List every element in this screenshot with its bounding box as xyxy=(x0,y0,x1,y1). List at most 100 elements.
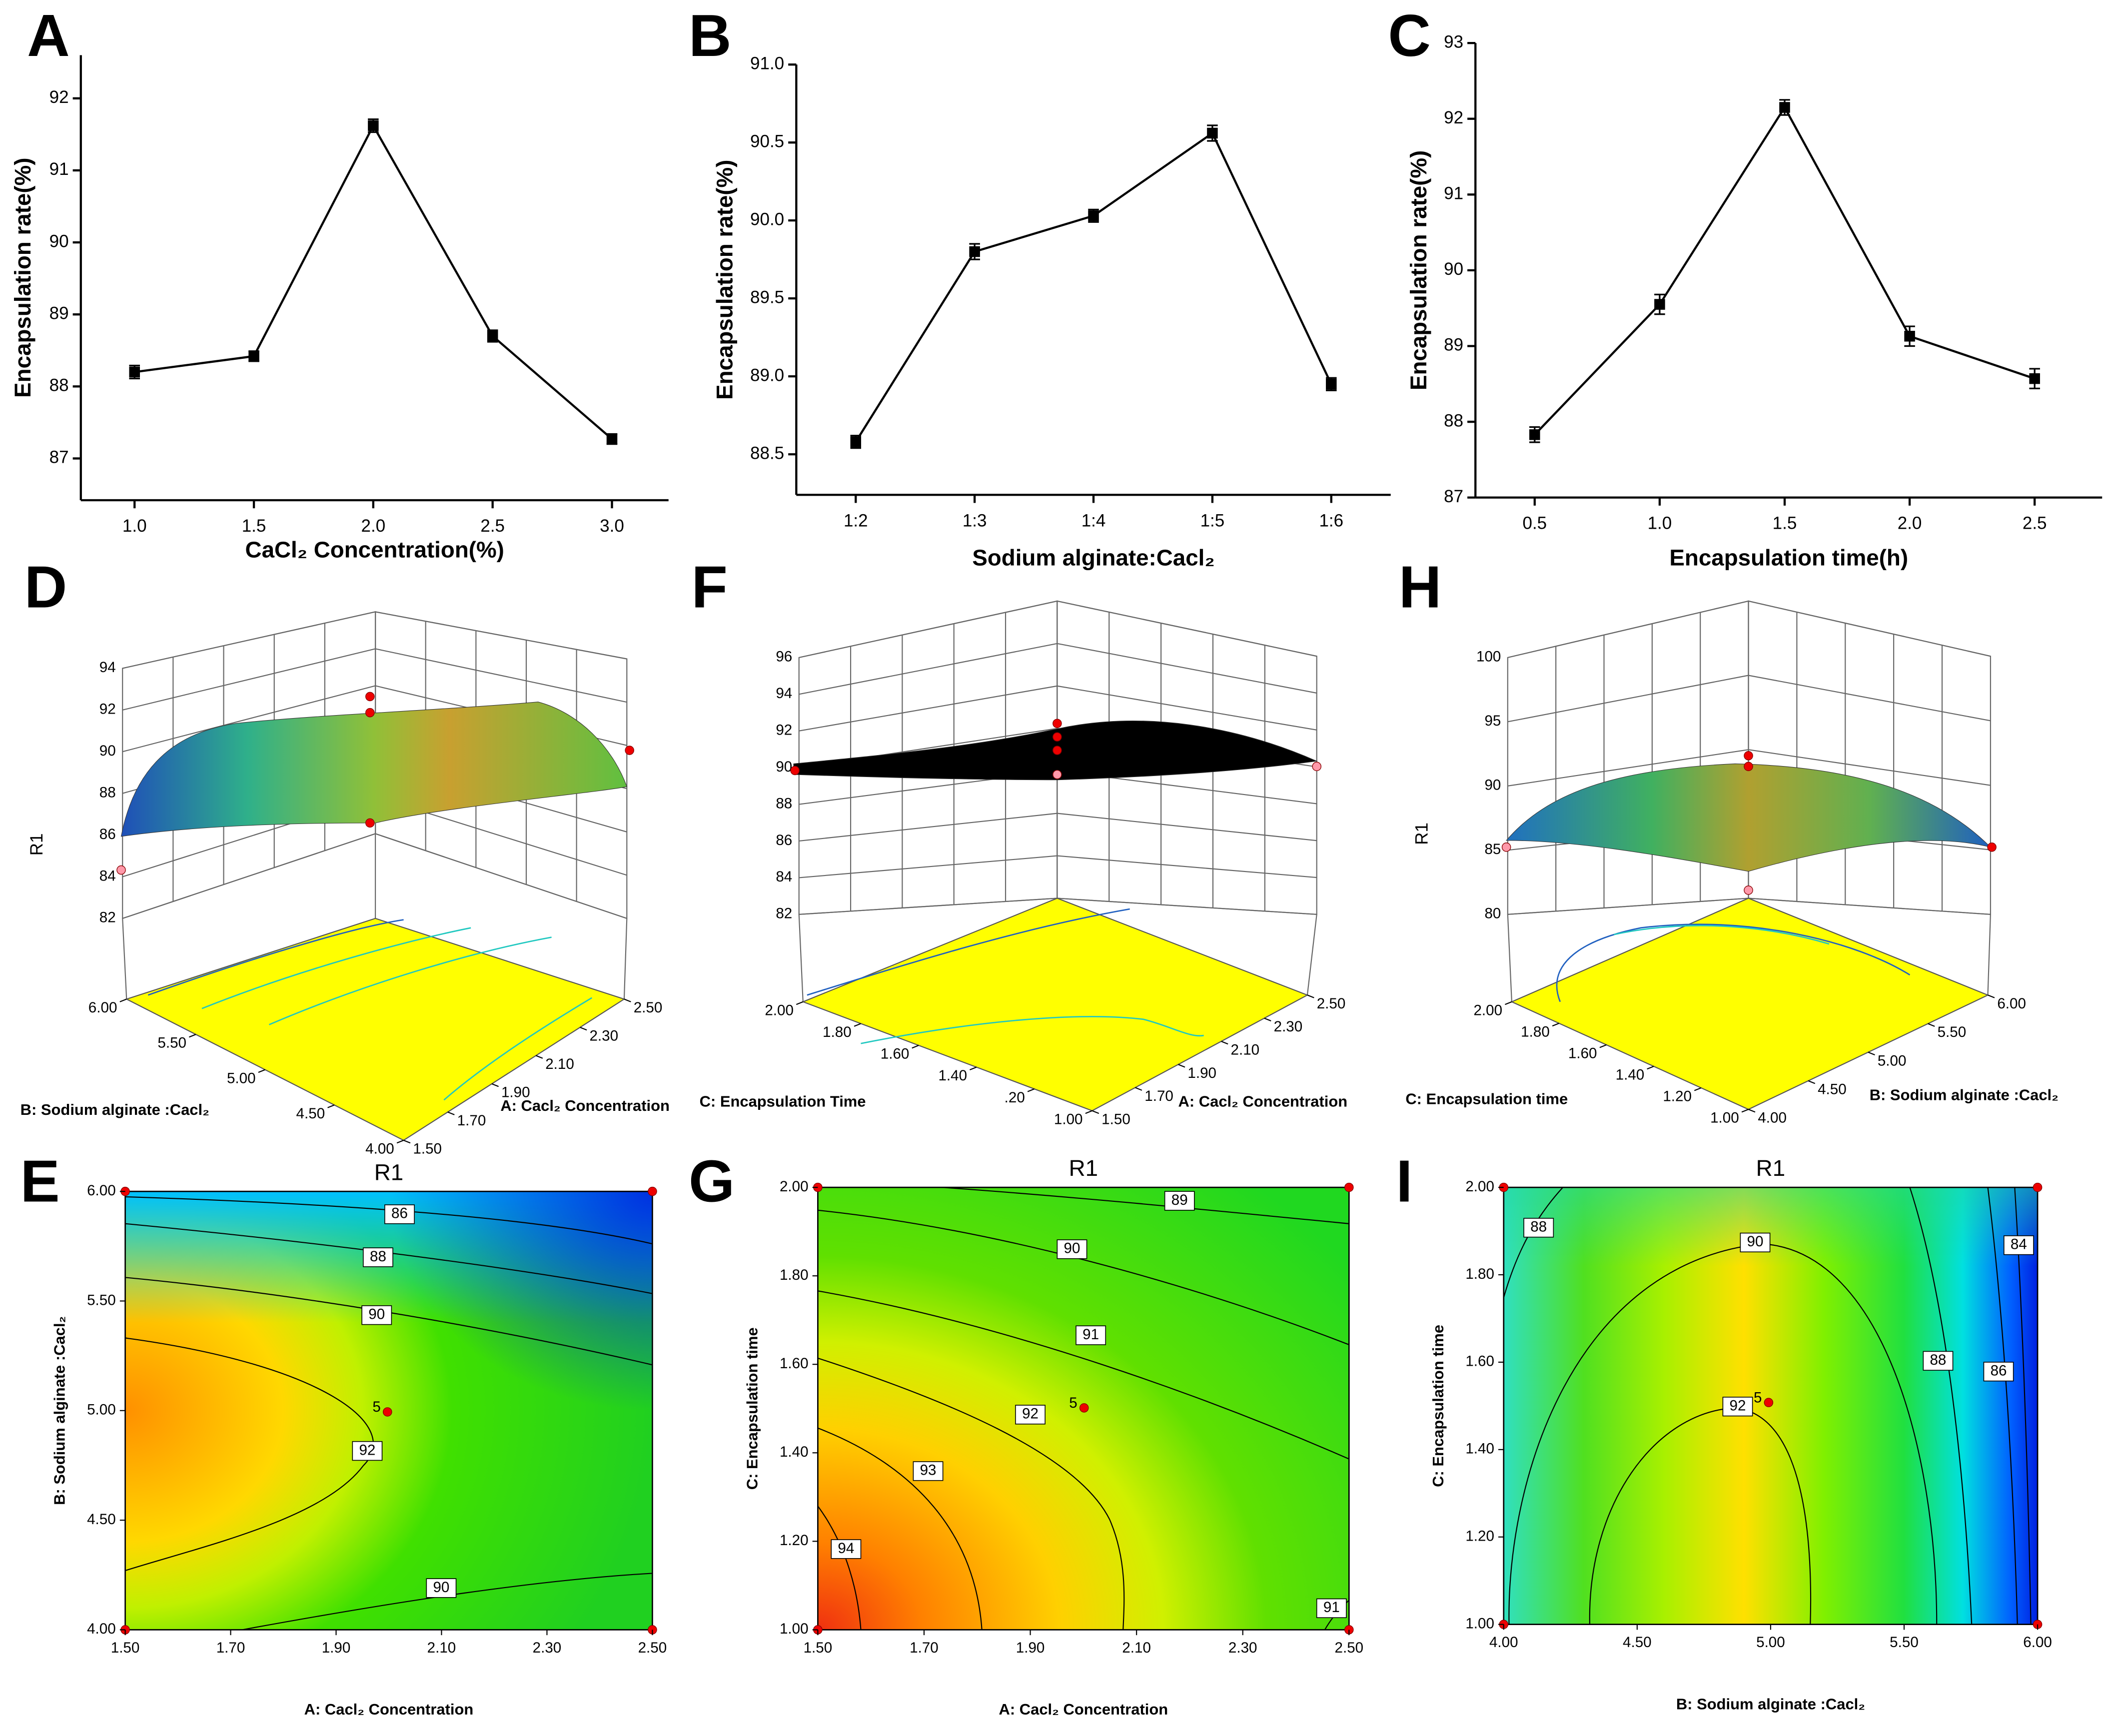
floor-contour xyxy=(443,997,593,1101)
y-tick-label: 89.5 xyxy=(750,287,784,307)
z-grid-line xyxy=(799,600,1317,658)
y-tick-label: 1.00 xyxy=(1710,1110,1739,1126)
z-axis-label: R1 xyxy=(1412,823,1432,845)
contour-line xyxy=(1909,1187,1973,1625)
y-tick xyxy=(327,1104,335,1108)
x-tick-label: 5.50 xyxy=(1890,1634,1919,1651)
x-tick-label: 6.00 xyxy=(1997,995,2026,1012)
x-tick-label: 1:6 xyxy=(1319,511,1343,530)
x-tick-label: 2.50 xyxy=(634,999,663,1016)
z-tick-label: 80 xyxy=(1484,905,1501,922)
contour-label-box xyxy=(426,1578,457,1598)
y-tick-label: 88 xyxy=(49,376,69,395)
x-tick-label: 2.50 xyxy=(638,1640,667,1656)
x-tick-label: 5.00 xyxy=(1878,1052,1907,1069)
y-tick-label: 2.00 xyxy=(1465,1178,1494,1195)
contour-label: 93 xyxy=(920,1462,937,1479)
y-tick-label: 88.5 xyxy=(750,443,784,463)
y-tick xyxy=(188,1034,196,1038)
design-point xyxy=(1744,762,1753,772)
panel-label: G xyxy=(689,1149,735,1215)
x-tick xyxy=(447,1111,455,1115)
x-tick-label: 1.0 xyxy=(122,516,147,536)
y-tick-label: 2.00 xyxy=(1473,1002,1502,1018)
floor-contour xyxy=(268,936,552,1025)
y-axis-label: C: Encapsulation time xyxy=(743,1327,761,1490)
z-tick-label: 90 xyxy=(1484,777,1501,794)
design-point xyxy=(1501,843,1511,852)
contour-line xyxy=(941,1187,1349,1224)
design-point xyxy=(1053,732,1062,742)
y-tick-label: 1.00 xyxy=(780,1621,809,1637)
center-point xyxy=(1079,1403,1089,1413)
x-tick-label: 2.10 xyxy=(1122,1640,1151,1656)
y-tick-label: 2.00 xyxy=(765,1002,794,1018)
y-tick-label: 91 xyxy=(49,159,69,179)
x-tick-label: 1.50 xyxy=(804,1640,833,1656)
contour-label-box xyxy=(384,1204,415,1224)
x-tick xyxy=(1808,1080,1816,1084)
data-point xyxy=(487,330,498,342)
floor xyxy=(1510,897,1990,1110)
y-tick xyxy=(1027,1088,1035,1092)
x-tick-label: 4.50 xyxy=(1623,1634,1652,1651)
x-tick-label: 1.0 xyxy=(1648,514,1672,533)
center-point-count: 5 xyxy=(1069,1395,1077,1411)
y-tick-label: 6.00 xyxy=(87,1182,116,1199)
y-tick-label: 1.20 xyxy=(1663,1088,1692,1105)
y-tick-label: 88 xyxy=(1444,411,1463,430)
contour-label: 90 xyxy=(1064,1240,1080,1257)
y-tick-label: 89 xyxy=(49,303,69,323)
contour-line xyxy=(125,1277,653,1366)
data-point xyxy=(1088,210,1099,221)
plot-frame xyxy=(817,1186,1350,1631)
design-point xyxy=(2033,1182,2043,1192)
z-tick-label: 88 xyxy=(99,784,116,801)
y-tick-label: 89 xyxy=(1444,335,1463,355)
design-point xyxy=(790,766,800,776)
contour-label-box xyxy=(363,1247,393,1267)
x-tick-label: 1:3 xyxy=(963,511,987,530)
x-tick xyxy=(1928,1023,1935,1027)
y-axis-label: Encapsulation rate(%) xyxy=(712,160,737,400)
x-tick-label: 4.50 xyxy=(1818,1081,1847,1097)
contour-label-box xyxy=(2003,1235,2034,1255)
contour-label: 88 xyxy=(1930,1352,1946,1368)
panel-label: F xyxy=(691,554,727,620)
contour-label: 91 xyxy=(1082,1326,1099,1343)
z-tick-label: 82 xyxy=(776,905,792,922)
y-tick-label: 90.5 xyxy=(750,131,784,151)
x-tick xyxy=(1868,1051,1875,1056)
z-tick-label: 94 xyxy=(99,659,116,676)
x-tick-label: 2.10 xyxy=(545,1056,574,1072)
data-line xyxy=(855,131,1332,443)
floor-contour xyxy=(1614,924,1830,945)
z-grid-line xyxy=(799,685,1317,732)
contour-label-box xyxy=(1740,1232,1771,1253)
surface xyxy=(120,702,628,837)
z-grid-line xyxy=(799,813,1317,842)
contour-label-box xyxy=(1164,1191,1195,1211)
y-tick-label: 5.00 xyxy=(227,1070,256,1086)
x-tick-label: 2.5 xyxy=(2023,514,2047,533)
wall xyxy=(1507,600,1749,915)
y-tick-label: 5.50 xyxy=(87,1292,116,1308)
y-tick xyxy=(854,1023,861,1027)
z-grid-line xyxy=(799,643,1317,695)
y-axis-label: C: Encapsulation time xyxy=(1405,1090,1568,1107)
y-tick-label: 1.20 xyxy=(1465,1528,1494,1545)
x-tick xyxy=(491,1083,499,1087)
x-tick-label: 1.70 xyxy=(216,1640,245,1656)
contour-fill xyxy=(1503,1187,2038,1319)
contour-label-box xyxy=(352,1441,383,1461)
y-tick-label: 89.0 xyxy=(750,365,784,385)
contour-label: 92 xyxy=(1022,1406,1039,1422)
panel-label: C xyxy=(1388,3,1431,69)
x-tick-label: 1:5 xyxy=(1200,511,1225,530)
y-tick-label: 90 xyxy=(49,231,69,251)
surface xyxy=(1505,763,1992,872)
floor-contour xyxy=(147,919,404,996)
design-point xyxy=(1053,746,1062,755)
x-tick-label: 3.0 xyxy=(600,516,624,536)
